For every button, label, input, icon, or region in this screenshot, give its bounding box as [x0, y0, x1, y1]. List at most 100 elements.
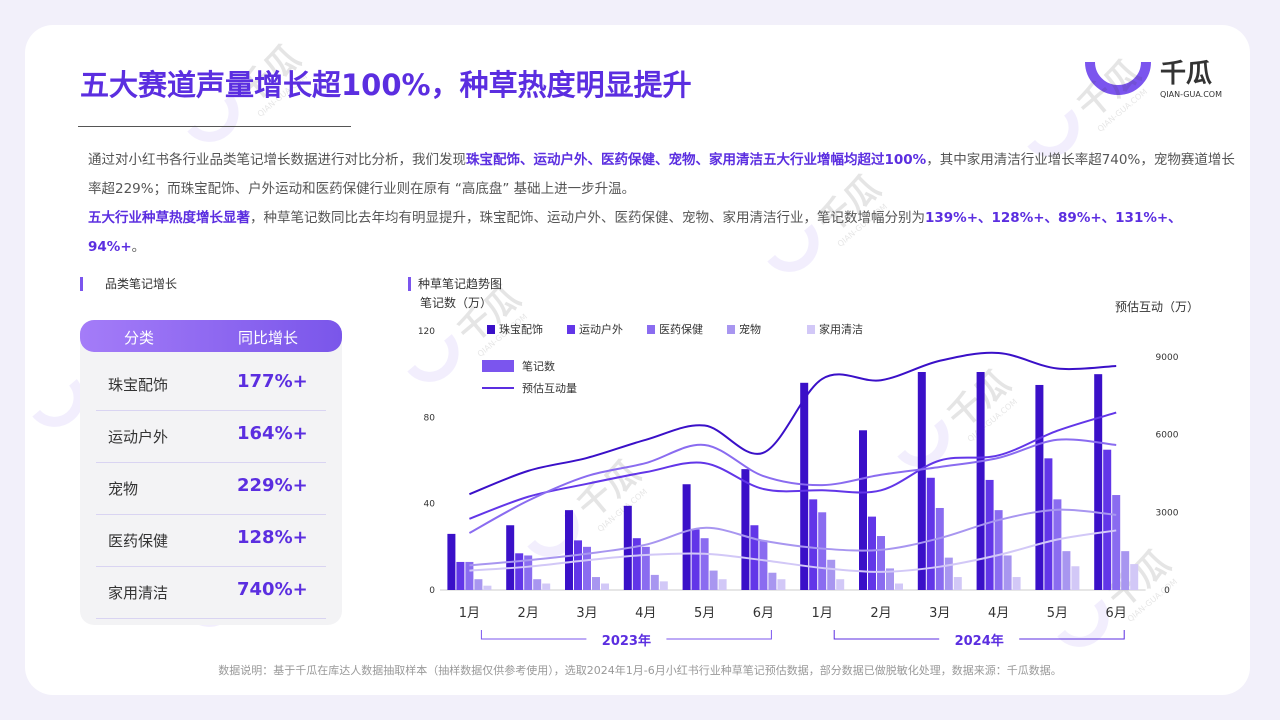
category-cell: 珠宝配饰 [108, 376, 169, 394]
bar [474, 579, 483, 590]
bar [641, 546, 650, 590]
text-run: 通过对小红书各行业品类笔记增长数据进行对比分析，我们发现 [88, 152, 466, 168]
bar [1094, 374, 1103, 590]
bar [565, 510, 573, 590]
y2-tick-label: 0 [1164, 586, 1170, 596]
bar [935, 507, 944, 590]
bar [859, 430, 867, 590]
text-run: 珠宝配饰、运动户外、医药保健、宠物、家用清洁五大行业增幅均超过100% [466, 152, 927, 168]
legend-label: 宠物 [739, 322, 761, 336]
footnote: 数据说明：基于千瓜在库达人数据抽取样本（抽样数据仅供参考使用），选取2024年1… [218, 664, 1062, 677]
title: 五大赛道声量增长超100%，种草热度明显提升 [80, 68, 692, 102]
bar [944, 557, 953, 590]
watermark-icon [767, 224, 819, 272]
bar [741, 469, 750, 590]
bar [836, 579, 845, 590]
bar [524, 555, 533, 590]
legend-swatch [647, 325, 655, 334]
bar [592, 577, 600, 590]
line [469, 411, 1117, 520]
watermark-icon [1027, 109, 1079, 157]
bar [800, 382, 809, 590]
x-tick-label: 1月 [459, 606, 480, 621]
growth-cell: 740%+ [237, 579, 308, 600]
watermark-icon [407, 334, 459, 382]
y2-tick-label: 9000 [1156, 353, 1179, 363]
bar [886, 568, 894, 590]
bar [542, 583, 551, 590]
x-tick-label: 6月 [753, 606, 774, 621]
bar [700, 538, 709, 590]
growth-cell: 128%+ [237, 527, 308, 548]
title-mark [408, 277, 411, 291]
bar [1035, 384, 1044, 590]
x-tick-label: 5月 [1047, 606, 1068, 621]
bar [768, 572, 777, 590]
bar [917, 372, 926, 590]
bar [691, 529, 700, 590]
text-run: ，其中家用清洁行业增长率超740%，宠物赛道增长率超229%；而珠宝配饰、户外运… [88, 152, 1235, 197]
x-tick-label: 2月 [518, 606, 539, 621]
table-row: 家用清洁 740%+ [96, 566, 326, 619]
table-row: 珠宝配饰 177%+ [96, 358, 326, 411]
text-run: 五大行业种草热度增长显著 [88, 210, 250, 226]
bar [718, 579, 727, 590]
bar [1053, 499, 1062, 590]
category-cell: 宠物 [108, 480, 139, 498]
bar [1003, 555, 1012, 590]
x-tick-label: 4月 [988, 606, 1009, 621]
legend-swatch [487, 325, 495, 334]
growth-cell: 164%+ [237, 423, 308, 444]
category-cell: 家用清洁 [108, 584, 169, 602]
legend-swatch [727, 325, 735, 334]
legend-swatch [807, 325, 815, 334]
paragraph: 通过对小红书各行业品类笔记增长数据进行对比分析，我们发现珠宝配饰、运动户外、医药… [88, 146, 1238, 204]
x-tick-label: 3月 [576, 606, 597, 621]
growth-cell: 177%+ [237, 371, 308, 392]
kind-label: 笔记数 [522, 359, 555, 373]
bar [818, 512, 827, 590]
group-label: 2024年 [955, 633, 1004, 649]
bar [1112, 495, 1121, 590]
logo: 千瓜 [1160, 59, 1212, 89]
bar [827, 559, 836, 590]
legend-swatch [567, 325, 575, 334]
kind-swatch [482, 360, 514, 372]
paragraph: 五大行业种草热度增长显著，种草笔记数同比去年均有明显提升，珠宝配饰、运动户外、医… [88, 204, 1238, 262]
y-tick-label: 40 [424, 500, 436, 510]
watermark-icon [187, 94, 239, 142]
group-bracket [480, 630, 772, 640]
growth-cell: 229%+ [237, 475, 308, 496]
bar [985, 479, 994, 590]
bar [777, 579, 786, 590]
legend-label: 家用清洁 [819, 322, 863, 336]
bar [456, 561, 465, 590]
bar [1121, 551, 1130, 590]
y-tick-label: 120 [418, 327, 435, 337]
logo-sub: QIAN-GUA.COM [1160, 90, 1222, 99]
summary: 通过对小红书各行业品类笔记增长数据进行对比分析，我们发现珠宝配饰、运动户外、医药… [88, 146, 1238, 262]
watermark-icon [897, 419, 949, 467]
bar [632, 538, 641, 590]
bar [1130, 564, 1139, 590]
bar [994, 510, 1003, 590]
text-run: ，种草笔记数同比去年均有明显提升，珠宝配饰、运动户外、医药保健、宠物、家用清洁行… [250, 210, 925, 226]
bar [1012, 577, 1021, 590]
bar [574, 540, 582, 590]
bar [759, 540, 768, 590]
y2-tick-label: 3000 [1156, 508, 1179, 518]
bar [868, 516, 876, 590]
x-tick-label: 4月 [635, 606, 656, 621]
category-cell: 医药保健 [108, 532, 169, 550]
bar [465, 561, 474, 590]
bar [895, 583, 903, 590]
bar [447, 533, 456, 590]
chart-title: 种草笔记趋势图 [418, 276, 502, 291]
text-run: 139%+、128%+、89%+、131%+、94%+ [88, 210, 1182, 255]
bar [709, 570, 718, 590]
bar [506, 525, 515, 590]
line [469, 508, 1117, 567]
x-tick-label: 2月 [870, 606, 891, 621]
y-axis-label: 笔记数（万） [420, 295, 492, 310]
text-run: 。 [131, 239, 146, 255]
